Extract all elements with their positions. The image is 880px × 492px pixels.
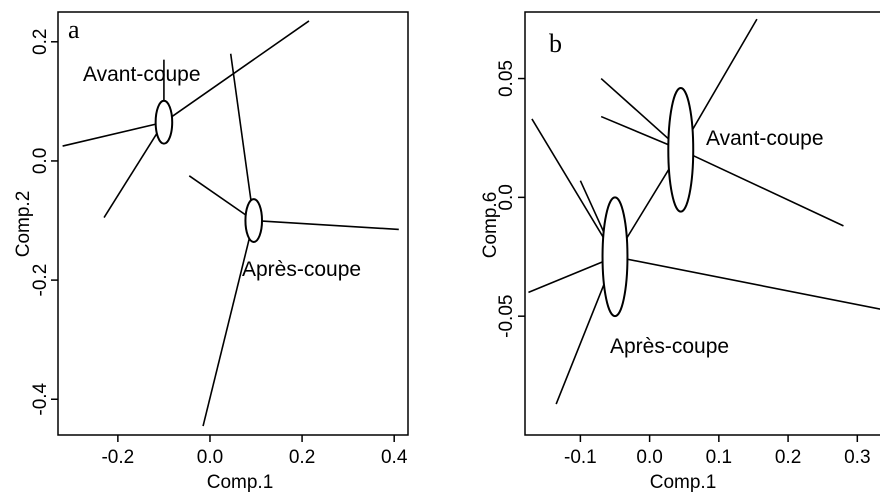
panel-a-y-ticks: 0.2 0.0 -0.2 -0.4 [30,29,58,416]
y-tick-label: -0.05 [496,295,517,338]
x-tick-label: -0.1 [564,447,597,468]
panel-letter-a: a [68,15,80,44]
x-tick-label: 0.2 [289,447,315,468]
y-tick-label: -0.2 [30,264,51,297]
group-ellipse [667,87,695,213]
ray-line [202,220,255,427]
y-tick-label: 0.05 [496,60,517,97]
ray-line [163,20,310,123]
x-tick-label: 0.2 [775,447,801,468]
group-label: Avant-coupe [706,127,824,150]
x-tick-label: 0.3 [844,447,870,468]
ray-line [614,255,880,310]
x-tick-label: 0.1 [706,447,732,468]
ray-line [600,77,682,151]
ray-line [531,118,616,258]
panel-a-marks: Avant-coupe Après-coupe [62,20,399,427]
panel-b-x-ticks: -0.1 0.0 0.1 0.2 0.3 [564,435,871,468]
x-axis-title-a: Comp.1 [207,472,274,492]
group-label: Après-coupe [242,258,361,281]
group-ellipse [154,99,174,145]
x-tick-label: -0.2 [101,447,134,468]
group-label: Avant-coupe [83,63,201,86]
y-axis-title-a: Comp.2 [13,191,34,258]
group-ellipse [244,198,264,243]
plot-frame-b [524,11,880,436]
panel-a: Avant-coupe Après-coupe -0.2 0.0 0.2 0.4 0.2… [13,11,409,492]
x-tick-label: 0.0 [636,447,662,468]
group-label: Après-coupe [610,335,729,358]
panel-letter-b: b [549,29,562,58]
ray-line [680,149,844,227]
panel-a-x-ticks: -0.2 0.0 0.2 0.4 [101,435,408,468]
y-tick-label: -0.4 [30,382,51,415]
panel-b-marks: Avant-coupe Après-coupe [528,18,880,405]
x-axis-title-b: Comp.1 [650,472,717,492]
y-tick-label: 0.0 [30,148,51,174]
y-tick-label: 0.0 [496,184,517,210]
y-axis-title-b: Comp.6 [480,192,501,259]
x-tick-label: 0.0 [197,447,223,468]
group-ellipse [601,196,629,318]
ray-line [103,121,165,218]
y-tick-label: 0.2 [30,29,51,55]
ray-line [62,121,165,147]
panel-b-y-ticks: 0.05 0.0 -0.05 [496,60,525,338]
ray-line [188,175,255,222]
ray-line [528,256,616,294]
ray-line [253,219,399,231]
plot-frame-a [57,11,409,436]
ray-line [229,53,255,221]
x-tick-label: 0.4 [381,447,408,468]
